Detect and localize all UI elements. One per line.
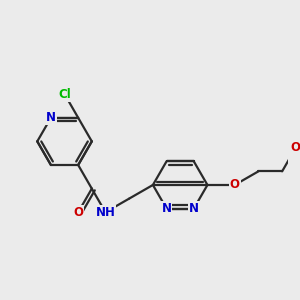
Text: NH: NH [95,206,116,219]
Text: O: O [291,141,300,154]
Text: Cl: Cl [58,88,71,100]
Text: O: O [230,178,240,191]
Text: N: N [46,111,56,124]
Text: N: N [161,202,172,215]
Text: N: N [189,202,199,215]
Text: O: O [73,206,83,219]
